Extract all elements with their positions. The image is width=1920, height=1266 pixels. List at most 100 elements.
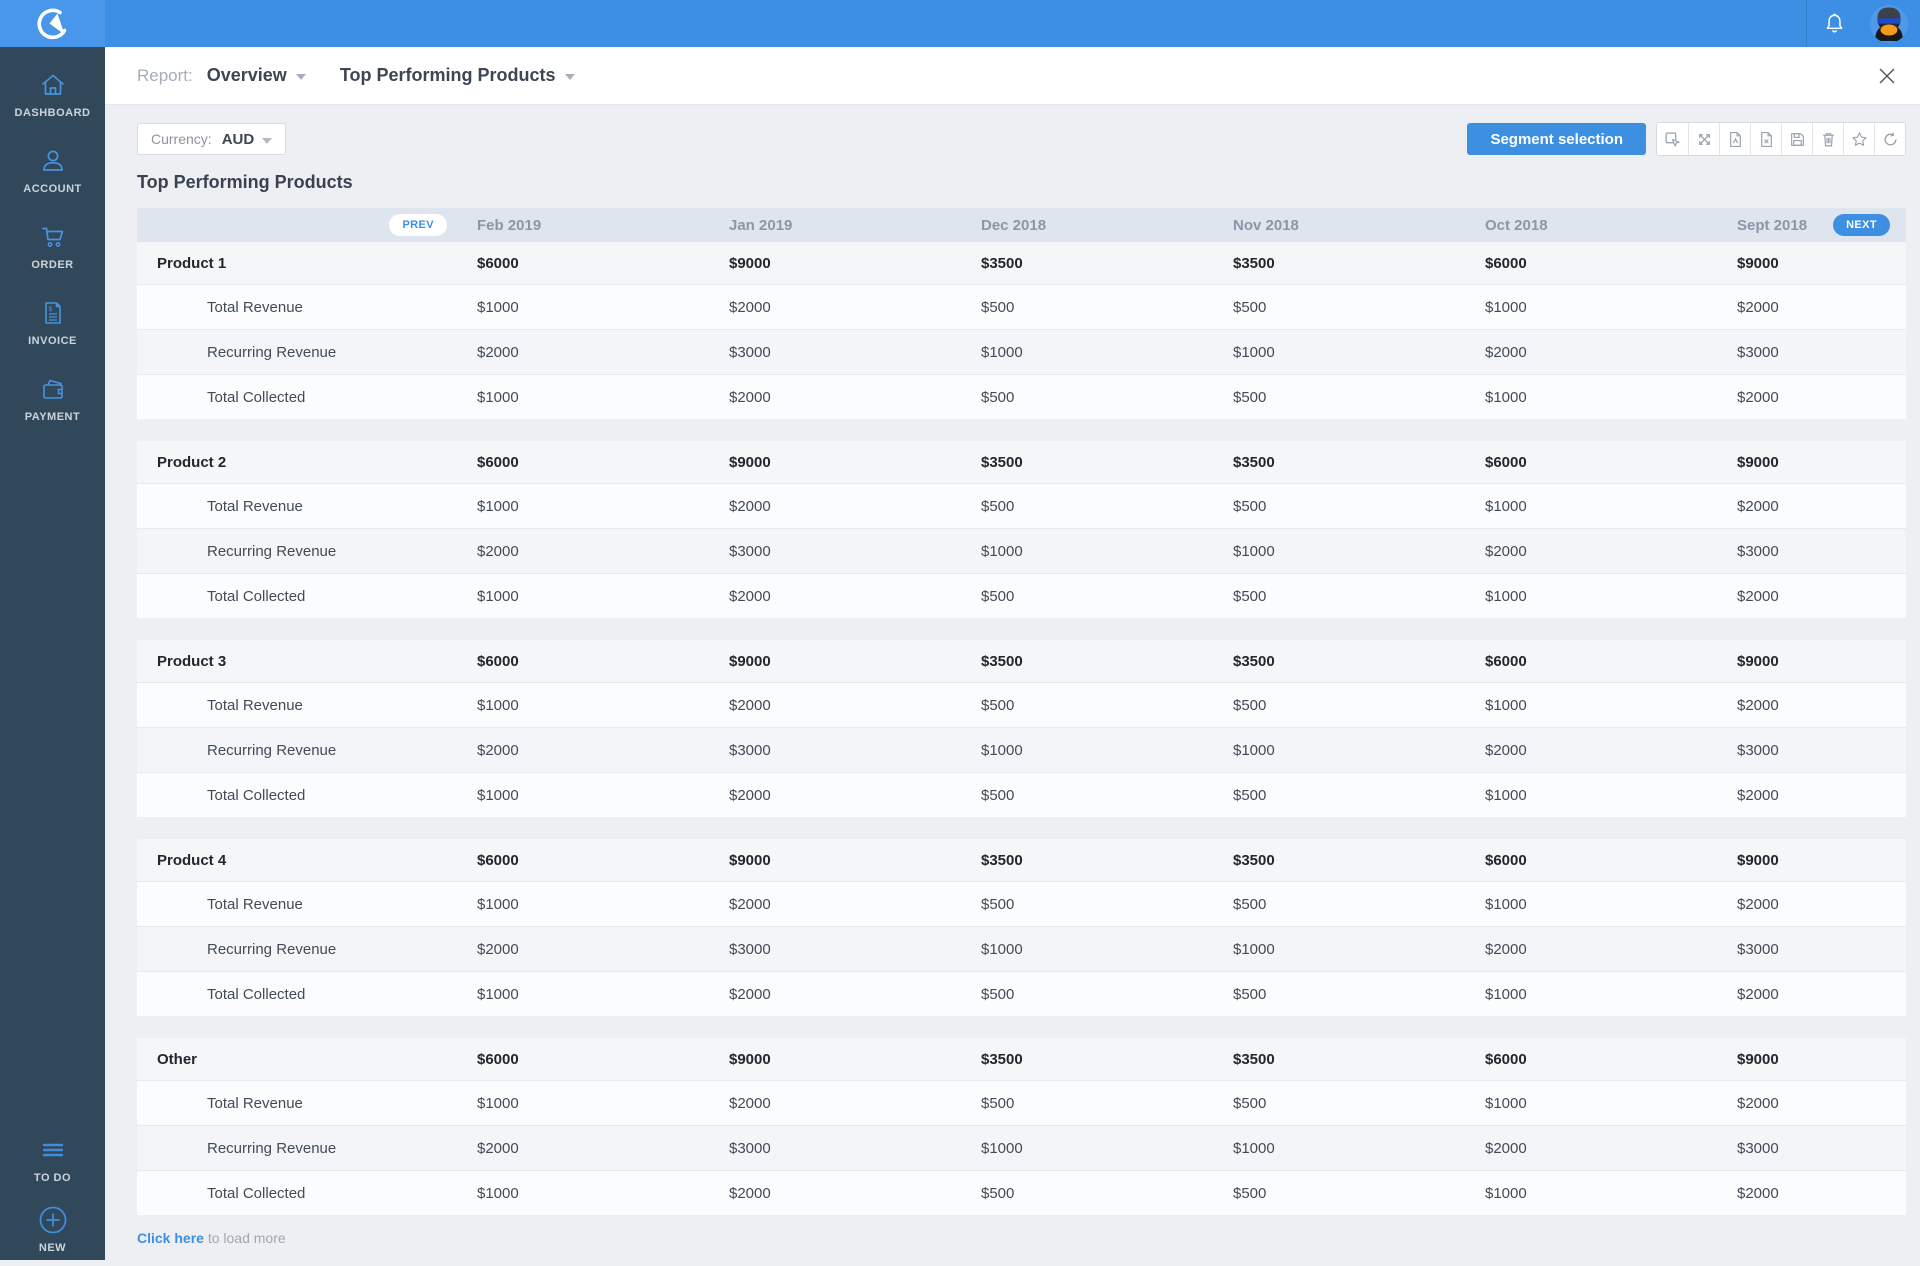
report-name-selector[interactable]: Top Performing Products — [340, 65, 575, 86]
metric-value: $2000 — [729, 786, 771, 804]
report-content: Currency: AUD Segment selection — [105, 105, 1920, 1266]
close-icon[interactable] — [1876, 65, 1898, 87]
expand-button[interactable] — [1688, 123, 1719, 155]
prev-button[interactable]: PREV — [389, 214, 447, 236]
metric-value: $1000 — [981, 741, 1023, 759]
metric-value: $2000 — [1737, 786, 1779, 804]
metric-value: $1000 — [477, 587, 519, 605]
metric-row: Total Collected $1000 $2000 $500 $500 $1000 $2… — [137, 1170, 1906, 1215]
export-excel-button[interactable] — [1750, 123, 1781, 155]
metric-label: Recurring Revenue — [207, 343, 337, 361]
metric-value: $1000 — [477, 388, 519, 406]
metric-value: $2000 — [1737, 388, 1779, 406]
metric-value: $2000 — [1737, 587, 1779, 605]
metric-value: $1000 — [1485, 388, 1527, 406]
home-icon — [37, 69, 69, 101]
metric-value: $2000 — [729, 388, 771, 406]
logo[interactable] — [0, 0, 105, 47]
metric-value: $1000 — [981, 940, 1023, 958]
metric-label: Total Revenue — [207, 497, 303, 515]
currency-selector[interactable]: Currency: AUD — [137, 123, 287, 155]
product-group: Product 4 $6000 $9000 $3500 $3500 $6000 $9000 T… — [137, 839, 1906, 1016]
segment-selection-button[interactable]: Segment selection — [1467, 123, 1646, 155]
metric-value: $2000 — [1737, 985, 1779, 1003]
product-row[interactable]: Product 1 $6000 $9000 $3500 $3500 $6000 $9000 — [137, 242, 1906, 284]
report-name-value: Top Performing Products — [339, 65, 556, 85]
metric-value: $1000 — [1485, 1184, 1527, 1202]
product-total: $9000 — [1737, 652, 1779, 670]
sidebar-item-label: NEW — [38, 1242, 67, 1254]
metric-value: $2000 — [729, 587, 771, 605]
metric-value: $500 — [1233, 895, 1267, 913]
product-total: $3500 — [981, 1050, 1023, 1068]
product-total: $9000 — [1737, 851, 1779, 869]
metric-value: $500 — [1233, 696, 1267, 714]
metric-value: $3000 — [1737, 741, 1779, 759]
sidebar-item-dashboard[interactable]: DASHBOARD — [0, 69, 105, 119]
metric-value: $1000 — [477, 497, 519, 515]
product-group: Product 1 $6000 $9000 $3500 $3500 $6000 $9000 T… — [137, 242, 1906, 419]
column-header: Nov 2018 — [1233, 216, 1299, 234]
select-tool-button[interactable] — [1657, 123, 1688, 155]
product-total: $6000 — [477, 1050, 519, 1068]
wallet-icon — [37, 373, 69, 405]
metric-value: $2000 — [477, 741, 519, 759]
export-pdf-button[interactable] — [1719, 123, 1750, 155]
invoice-icon: $ — [37, 297, 69, 329]
metric-value: $1000 — [477, 985, 519, 1003]
page-title: Top Performing Products — [137, 172, 353, 192]
metric-row: Total Revenue $1000 $2000 $500 $500 $1000 $200… — [137, 1080, 1906, 1125]
load-more-link[interactable]: Click here — [137, 1230, 204, 1246]
metric-value: $2000 — [1737, 696, 1779, 714]
report-table: PREV Feb 2019 Jan 2019 Dec 2018 Nov 2018… — [137, 208, 1906, 1215]
metric-label: Recurring Revenue — [207, 1139, 337, 1157]
notifications-button[interactable] — [1806, 0, 1862, 47]
delete-button[interactable] — [1812, 123, 1843, 155]
avatar[interactable] — [1870, 4, 1908, 43]
metric-value: $500 — [1233, 497, 1267, 515]
main-area: Report: Overview Top Performing Products… — [105, 47, 1920, 1260]
metric-value: $500 — [981, 497, 1015, 515]
trash-icon — [1820, 131, 1837, 148]
product-name: Product 1 — [157, 254, 227, 272]
metric-value: $2000 — [729, 1184, 771, 1202]
currency-label: Currency: — [151, 131, 212, 147]
metric-value: $500 — [1233, 786, 1267, 804]
metric-value: $2000 — [1737, 1094, 1779, 1112]
metric-value: $1000 — [1233, 1139, 1275, 1157]
bell-icon — [1823, 12, 1846, 35]
metric-value: $1000 — [477, 1184, 519, 1202]
product-total: $6000 — [477, 652, 519, 670]
product-row[interactable]: Other $6000 $9000 $3500 $3500 $6000 $9000 — [137, 1038, 1906, 1080]
metric-value: $3000 — [1737, 940, 1779, 958]
refresh-button[interactable] — [1874, 123, 1905, 155]
chevron-down-icon — [262, 137, 273, 144]
metric-row: Total Collected $1000 $2000 $500 $500 $1000 $2… — [137, 374, 1906, 419]
metric-value: $2000 — [477, 940, 519, 958]
product-row[interactable]: Product 2 $6000 $9000 $3500 $3500 $6000 $9000 — [137, 441, 1906, 483]
sidebar-item-todo[interactable]: TO DO — [0, 1134, 105, 1184]
metric-value: $2000 — [1737, 298, 1779, 316]
metric-row: Total Revenue $1000 $2000 $500 $500 $1000 $200… — [137, 483, 1906, 528]
metric-row: Recurring Revenue $2000 $3000 $1000 $1000 $20… — [137, 329, 1906, 374]
report-type-selector[interactable]: Overview — [207, 65, 306, 86]
sidebar-item-new[interactable]: NEW — [0, 1204, 105, 1254]
metric-value: $1000 — [477, 786, 519, 804]
sidebar-item-account[interactable]: ACCOUNT — [0, 145, 105, 195]
metric-row: Recurring Revenue $2000 $3000 $1000 $1000 $20… — [137, 727, 1906, 772]
sidebar-item-payment[interactable]: PAYMENT — [0, 373, 105, 423]
metric-value: $500 — [981, 298, 1015, 316]
sidebar-item-order[interactable]: ORDER — [0, 221, 105, 271]
metric-value: $1000 — [477, 298, 519, 316]
save-button[interactable] — [1781, 123, 1812, 155]
person-icon — [37, 145, 69, 177]
favorite-button[interactable] — [1843, 123, 1874, 155]
product-row[interactable]: Product 4 $6000 $9000 $3500 $3500 $6000 $9000 — [137, 839, 1906, 881]
product-row[interactable]: Product 3 $6000 $9000 $3500 $3500 $6000 $9000 — [137, 640, 1906, 682]
metric-value: $2000 — [1485, 1139, 1527, 1157]
next-button[interactable]: NEXT — [1833, 214, 1890, 236]
report-type-value: Overview — [206, 65, 287, 85]
column-header: Jan 2019 — [729, 216, 793, 234]
sidebar-item-invoice[interactable]: $ INVOICE — [0, 297, 105, 347]
pdf-file-icon — [1727, 131, 1744, 148]
